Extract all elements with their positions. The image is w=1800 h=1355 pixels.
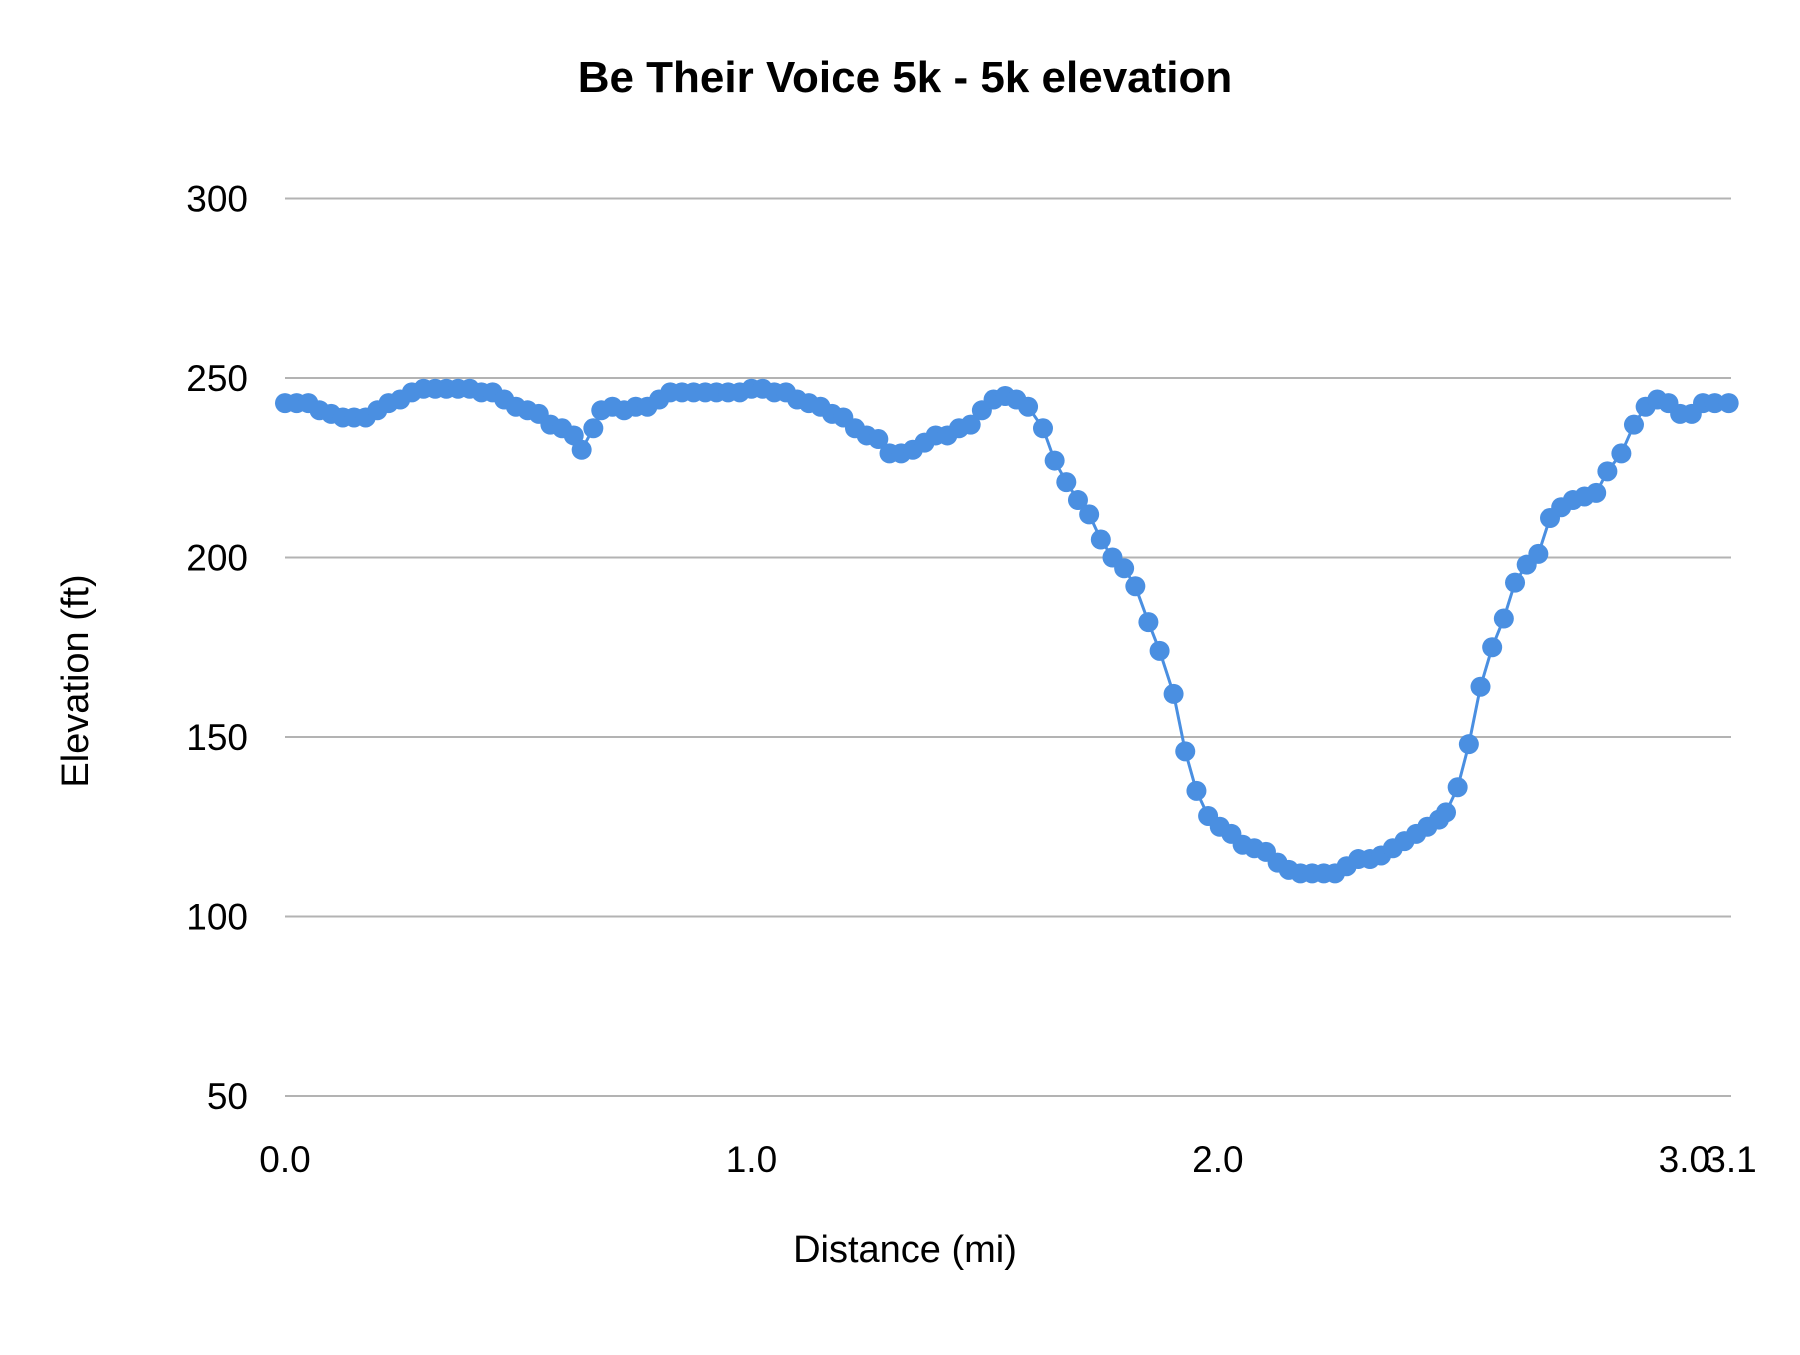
y-tick-label: 200: [186, 538, 248, 579]
data-point: [1067, 490, 1088, 511]
data-point: [1125, 576, 1146, 597]
data-point: [1493, 608, 1514, 629]
y-axis-title: Elevation (ft): [55, 574, 97, 787]
y-tick-label: 150: [186, 717, 248, 758]
data-point: [1163, 683, 1184, 704]
data-point: [1718, 393, 1739, 414]
data-point: [1175, 741, 1196, 762]
data-point: [1458, 734, 1479, 755]
series-line: [285, 387, 1729, 875]
data-point: [1114, 558, 1135, 579]
y-tick-label: 50: [207, 1076, 248, 1117]
data-point: [1611, 443, 1632, 464]
y-tick-label: 300: [186, 179, 248, 220]
data-point: [1470, 676, 1491, 697]
data-point: [1623, 414, 1644, 435]
x-tick-label: 3.1: [1705, 1139, 1756, 1180]
y-tick-label: 100: [186, 897, 248, 938]
data-point: [1505, 572, 1526, 593]
gridlines: [285, 197, 1731, 1097]
data-point: [1435, 802, 1456, 823]
data-point: [868, 429, 889, 450]
data-point: [1704, 393, 1725, 414]
data-point: [1056, 472, 1077, 493]
data-point: [1044, 450, 1065, 471]
x-tick-label: 1.0: [726, 1139, 777, 1180]
data-point: [1597, 461, 1618, 482]
data-point: [960, 414, 981, 435]
x-axis-title: Distance (mi): [793, 1229, 1017, 1271]
data-point: [1186, 780, 1207, 801]
series-markers: [275, 378, 1739, 884]
data-point: [1528, 543, 1549, 564]
data-point: [1090, 529, 1111, 550]
data-point: [1482, 637, 1503, 658]
chart-title: Be Their Voice 5k - 5k elevation: [578, 53, 1233, 102]
y-tick-labels: 50 100 150 200 250 300: [186, 179, 248, 1118]
x-tick-label: 0.0: [259, 1139, 310, 1180]
data-point: [1018, 396, 1039, 417]
data-point: [1149, 640, 1170, 661]
data-point: [571, 439, 592, 460]
x-tick-labels: 0.0 1.0 2.0 3.03.1: [259, 1139, 1756, 1180]
data-point: [583, 418, 604, 439]
data-point: [1079, 504, 1100, 525]
data-point: [1586, 482, 1607, 503]
data-point: [1138, 612, 1159, 633]
x-tick-label: 3.0: [1659, 1139, 1710, 1180]
data-point: [1032, 418, 1053, 439]
x-tick-label: 2.0: [1192, 1139, 1243, 1180]
data-point: [1447, 777, 1468, 798]
y-tick-label: 250: [186, 358, 248, 399]
